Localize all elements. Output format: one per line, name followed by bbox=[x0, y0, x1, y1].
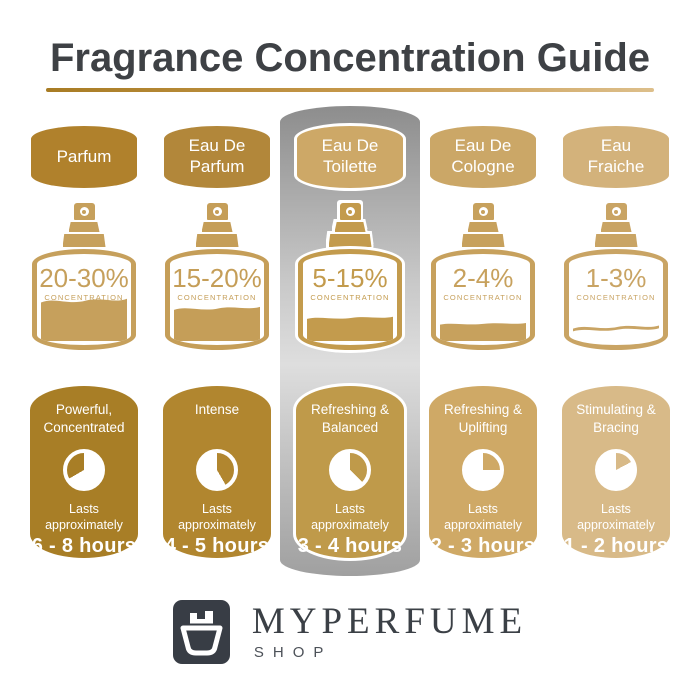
nozzle-dot bbox=[478, 207, 488, 216]
bottle-parfum: 20-30% CONCENTRATION bbox=[32, 249, 136, 350]
column-eau-de-toilette-highlighted: Eau De Toilette 5-15% CONCENTRATION Refr… bbox=[280, 106, 420, 576]
duration-card-eau-de-parfum: Intense Lasts approximately 4 - 5 hours bbox=[163, 386, 271, 558]
brand-name: MYPERFUME bbox=[251, 601, 528, 642]
bottle-eau-de-parfum: 15-20% CONCENTRATION bbox=[165, 249, 269, 350]
liquid-wave-line bbox=[573, 325, 659, 332]
column-eau-de-cologne: Eau De Cologne 2-4% CONCENTRATION Refres… bbox=[417, 106, 550, 576]
nozzle-dot bbox=[345, 207, 355, 216]
duration-value: 6 - 8 hours bbox=[31, 535, 137, 558]
badge-eau-de-toilette: Eau De Toilette bbox=[297, 126, 403, 188]
badge-label: Eau De Toilette bbox=[321, 136, 379, 176]
pump-collar bbox=[600, 222, 632, 232]
concentration-label: CONCENTRATION bbox=[576, 293, 656, 302]
duration-value: 1 - 2 hours bbox=[563, 535, 669, 558]
duration-card-eau-de-toilette: Refreshing & Balanced Lasts approximatel… bbox=[296, 386, 404, 558]
lasts-label: Lasts approximately bbox=[45, 502, 123, 532]
spray-pump-icon bbox=[594, 203, 638, 247]
spray-pump-icon bbox=[62, 203, 106, 247]
liquid-fill bbox=[174, 306, 260, 341]
duration-clock-icon bbox=[196, 449, 238, 491]
column-eau-de-parfum: Eau De Parfum 15-20% CONCENTRATION Inten… bbox=[151, 106, 284, 576]
perfume-shop-logo-icon bbox=[172, 600, 230, 664]
duration-value: 2 - 3 hours bbox=[430, 535, 536, 558]
column-parfum: Parfum 20-30% CONCENTRATION Powerful, Co… bbox=[18, 106, 151, 576]
nozzle-icon bbox=[339, 203, 361, 220]
card-description: Powerful, Concentrated bbox=[43, 402, 125, 435]
columns-row: Parfum 20-30% CONCENTRATION Powerful, Co… bbox=[0, 106, 700, 576]
nozzle-dot bbox=[212, 207, 222, 216]
brand-subtitle: SHOP bbox=[253, 644, 333, 661]
badge-label: Eau Fraiche bbox=[587, 136, 645, 176]
nozzle-icon bbox=[472, 203, 494, 220]
bottle-eau-fraiche: 1-3% CONCENTRATION bbox=[564, 249, 668, 350]
nozzle-dot bbox=[611, 207, 621, 216]
page-title: Fragrance Concentration Guide bbox=[49, 36, 651, 80]
duration-card-eau-de-cologne: Refreshing & Uplifting Lasts approximate… bbox=[429, 386, 537, 558]
duration-clock-icon bbox=[595, 449, 637, 491]
concentration-value: 1-3% bbox=[585, 263, 647, 293]
card-description: Refreshing & Uplifting bbox=[443, 402, 523, 435]
concentration-value: 20-30% bbox=[39, 263, 129, 293]
lasts-label: Lasts approximately bbox=[577, 502, 655, 532]
pump-collar bbox=[467, 222, 499, 232]
bottle-neck bbox=[195, 234, 239, 247]
bottle-neck bbox=[461, 234, 505, 247]
brand-footer: MYPERFUME SHOP bbox=[0, 600, 700, 664]
spray-pump-icon bbox=[328, 203, 372, 247]
duration-value: 3 - 4 hours bbox=[297, 535, 403, 558]
concentration-value: 5-15% bbox=[312, 263, 388, 293]
concentration-label: CONCENTRATION bbox=[443, 293, 523, 302]
liquid-fill bbox=[41, 298, 127, 341]
card-description: Refreshing & Balanced bbox=[310, 402, 390, 435]
lasts-label: Lasts approximately bbox=[178, 502, 256, 532]
concentration-value: 15-20% bbox=[172, 263, 262, 293]
title-underline bbox=[46, 88, 654, 92]
badge-label: Eau De Parfum bbox=[188, 136, 246, 176]
column-eau-fraiche: Eau Fraiche 1-3% CONCENTRATION Stimulati… bbox=[550, 106, 683, 576]
liquid-fill bbox=[440, 322, 526, 341]
nozzle-dot bbox=[79, 207, 89, 216]
duration-clock-icon bbox=[63, 449, 105, 491]
duration-clock-icon bbox=[462, 449, 504, 491]
badge-eau-de-cologne: Eau De Cologne bbox=[430, 126, 536, 188]
duration-value: 4 - 5 hours bbox=[164, 535, 270, 558]
lasts-label: Lasts approximately bbox=[444, 502, 522, 532]
pump-collar bbox=[334, 222, 366, 232]
concentration-label: CONCENTRATION bbox=[44, 293, 124, 302]
card-description: Stimulating & Bracing bbox=[576, 402, 656, 435]
badge-parfum: Parfum bbox=[31, 126, 137, 188]
badge-eau-de-parfum: Eau De Parfum bbox=[164, 126, 270, 188]
duration-card-parfum: Powerful, Concentrated Lasts approximate… bbox=[30, 386, 138, 558]
duration-card-eau-fraiche: Stimulating & Bracing Lasts approximatel… bbox=[562, 386, 670, 558]
card-description: Intense bbox=[194, 402, 240, 417]
nozzle-icon bbox=[605, 203, 627, 220]
pump-collar bbox=[68, 222, 100, 232]
nozzle-icon bbox=[73, 203, 95, 220]
bottle-neck bbox=[594, 234, 638, 247]
lasts-label: Lasts approximately bbox=[311, 502, 389, 532]
badge-eau-fraiche: Eau Fraiche bbox=[563, 126, 669, 188]
bottle-eau-de-toilette: 5-15% CONCENTRATION bbox=[298, 249, 402, 350]
concentration-label: CONCENTRATION bbox=[177, 293, 257, 302]
spray-pump-icon bbox=[195, 203, 239, 247]
brand-text: MYPERFUME SHOP bbox=[252, 603, 527, 661]
pump-collar bbox=[201, 222, 233, 232]
nozzle-icon bbox=[206, 203, 228, 220]
bottle-neck bbox=[62, 234, 106, 247]
liquid-fill bbox=[307, 316, 393, 341]
concentration-label: CONCENTRATION bbox=[310, 293, 390, 302]
concentration-value: 2-4% bbox=[452, 263, 514, 293]
badge-label: Eau De Cologne bbox=[451, 136, 515, 176]
bottle-eau-de-cologne: 2-4% CONCENTRATION bbox=[431, 249, 535, 350]
spray-pump-icon bbox=[461, 203, 505, 247]
duration-clock-icon bbox=[329, 449, 371, 491]
bottle-neck bbox=[328, 234, 372, 247]
badge-label: Parfum bbox=[56, 146, 112, 166]
